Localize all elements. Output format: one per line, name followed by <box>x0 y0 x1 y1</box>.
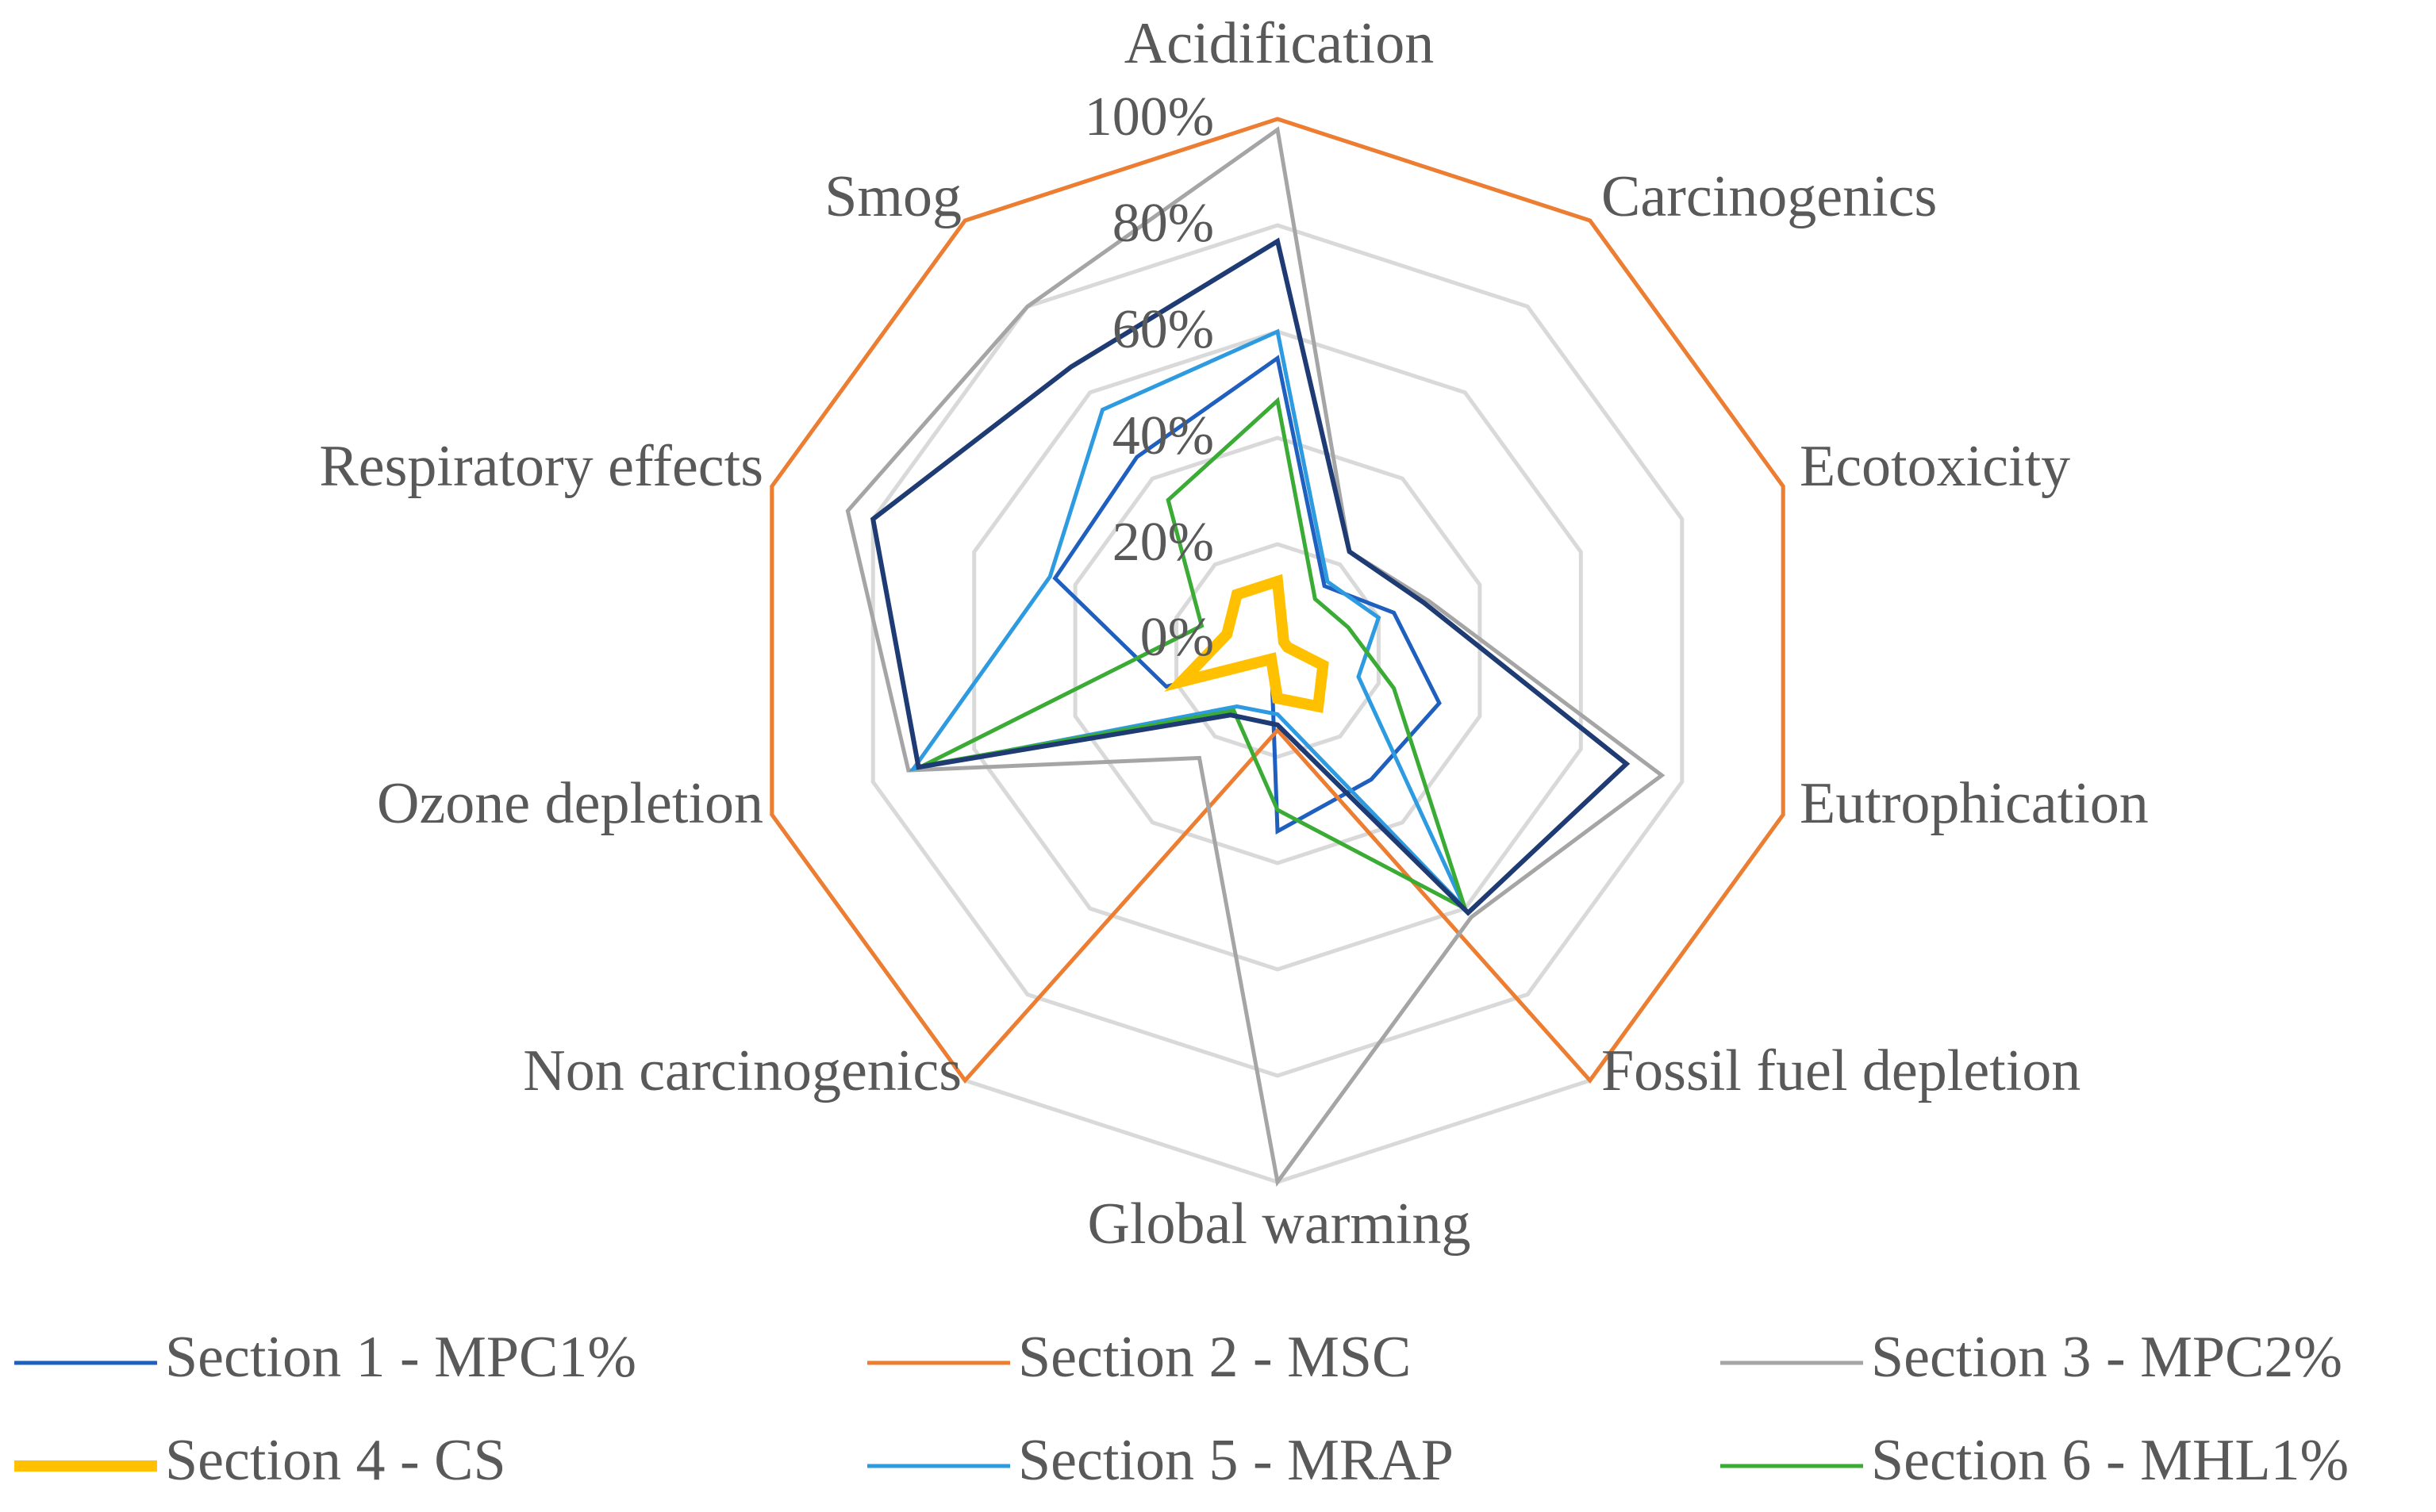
tick-label-0: 0% <box>1140 607 1214 668</box>
axis-labels: Acidification Carcinogenics Ecotoxicity Eut… <box>319 11 2148 1257</box>
tick-label-100: 100% <box>1085 86 1214 148</box>
tick-label-80: 80% <box>1112 193 1214 254</box>
series-lines <box>770 117 1785 1188</box>
tick-label-60: 60% <box>1112 299 1214 360</box>
axis-label-ozone-depletion: Ozone depletion <box>377 771 763 836</box>
axis-label-smog: Smog <box>824 164 962 229</box>
series-line-section-6-mhl1pct <box>922 397 1469 913</box>
axis-label-carcinogenics: Carcinogenics <box>1601 164 1937 229</box>
axis-label-global-warming: Global warming <box>1088 1192 1471 1257</box>
grid-ring-80 <box>870 223 1685 1078</box>
radial-tick-labels: 0% 20% 40% 60% 80% 100% <box>1085 86 1214 668</box>
legend-label-section-1-mpc1pct: Section 1 - MPC1% <box>165 1325 636 1390</box>
series-line-section-1-mpc1pct <box>1052 355 1442 835</box>
axis-label-ecotoxicity: Ecotoxicity <box>1800 434 2070 499</box>
legend-label-section-5-mrap: Section 5 - MRAP <box>1018 1428 1454 1493</box>
series-line-section-4-cs <box>1164 574 1329 713</box>
tick-label-20: 20% <box>1112 512 1214 573</box>
axis-label-acidification: Acidification <box>1124 11 1434 76</box>
series-line-section-3-mpc2pct <box>845 126 1666 1188</box>
legend-label-section-6-mhl1pct: Section 6 - MHL1% <box>1871 1428 2349 1493</box>
legend-label-section-4-cs: Section 4 - CS <box>165 1428 506 1493</box>
series-line-section-5-mrap <box>909 328 1467 910</box>
legend-label-section-3-mpc2pct: Section 3 - MPC2% <box>1871 1325 2342 1390</box>
axis-label-non-carcinogenics: Non carcinogenics <box>523 1038 962 1103</box>
legend: Section 1 - MPC1% Section 2 - MSC Section … <box>14 1325 2349 1493</box>
tick-label-40: 40% <box>1112 405 1214 466</box>
axis-label-respiratory-effects: Respiratory effects <box>319 434 763 499</box>
axis-label-fossil-fuel-depletion: Fossil fuel depletion <box>1601 1038 2081 1103</box>
axis-label-eutrophication: Eutrophication <box>1800 771 2149 836</box>
series-line-section-2-msc <box>770 117 1785 1084</box>
grid-ring-60 <box>972 329 1583 972</box>
grid-ring-40 <box>1073 436 1482 865</box>
legend-label-section-2-msc: Section 2 - MSC <box>1018 1325 1411 1390</box>
series-line-section-1-mpc1pct-outline <box>870 237 1631 916</box>
